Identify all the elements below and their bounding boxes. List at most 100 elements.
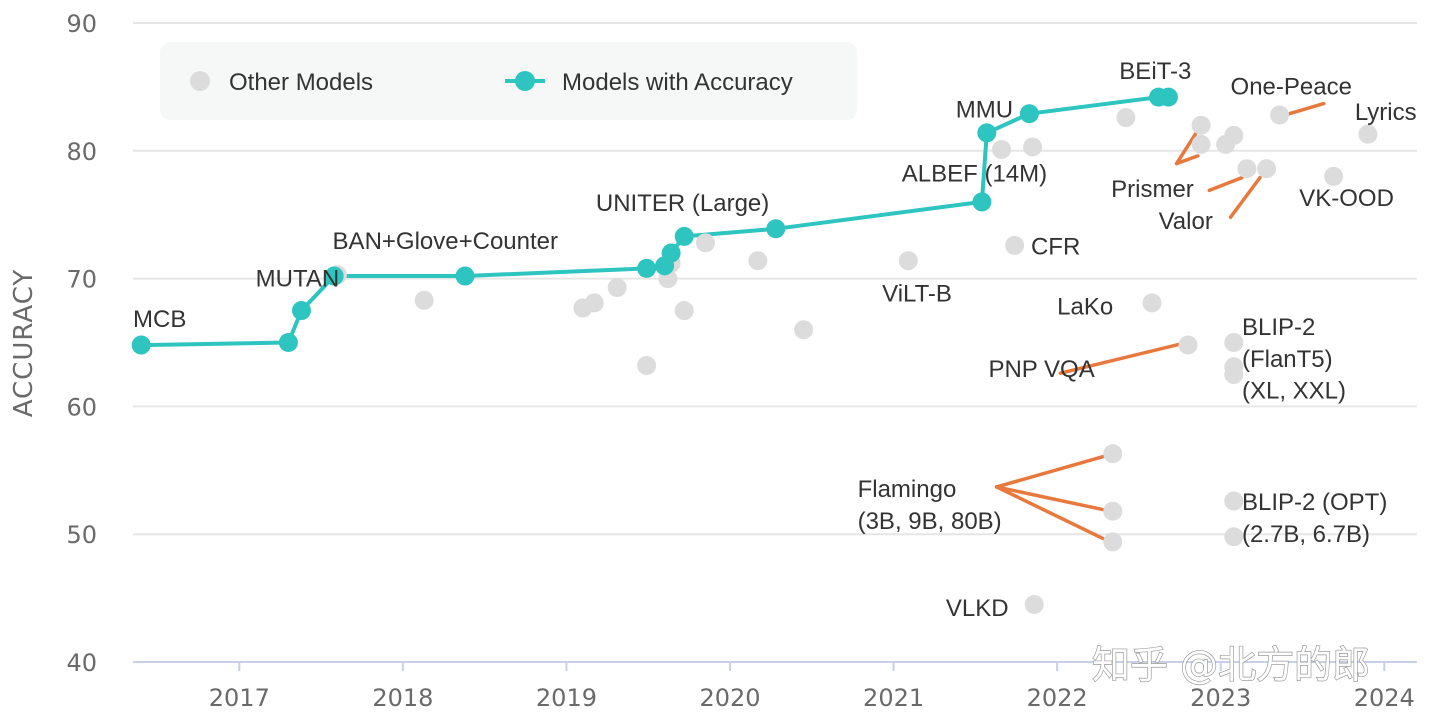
other-model-point — [1257, 159, 1277, 179]
other-model-point — [695, 233, 715, 253]
legend-label-other-models: Other Models — [229, 69, 373, 96]
other-model-point — [1270, 105, 1290, 125]
series-points — [131, 87, 1178, 355]
y-tick-label: 90 — [66, 10, 97, 38]
other-model-point — [898, 251, 918, 271]
accuracy-point — [766, 219, 786, 239]
model-label: MCB — [133, 306, 186, 333]
accuracy-point — [324, 266, 344, 286]
x-tick-label: 2022 — [1027, 684, 1088, 712]
other-model-point — [992, 140, 1012, 160]
model-label: LaKo — [1057, 293, 1113, 320]
model-label: PNP VQA — [988, 356, 1094, 383]
other-model-point — [1224, 491, 1244, 511]
model-label: (FlanT5) — [1242, 346, 1333, 373]
model-label: ALBEF (14M) — [902, 160, 1047, 187]
x-tick-label: 2018 — [372, 684, 433, 712]
axes: 40 50 60 70 80 90 2017 2018 2019 2020 2021 2022 2023… — [66, 10, 1417, 712]
leader-line — [1058, 342, 1184, 375]
model-label: CFR — [1031, 233, 1080, 260]
other-model-point — [414, 290, 434, 310]
y-tick-label: 50 — [66, 521, 97, 549]
accuracy-point — [972, 192, 992, 212]
other-model-point — [1142, 293, 1162, 313]
other-model-point — [1191, 115, 1211, 135]
legend-swatch-models-with-accuracy — [515, 71, 535, 91]
other-model-point — [1324, 166, 1344, 186]
leader-line — [994, 454, 1107, 489]
accuracy-point — [131, 335, 151, 355]
leader-line — [994, 485, 1107, 512]
other-model-point — [1116, 108, 1136, 128]
y-tick-label: 70 — [66, 266, 97, 294]
accuracy-point — [291, 301, 311, 321]
model-label: Valor — [1159, 208, 1213, 235]
model-label: One-Peace — [1231, 74, 1352, 101]
x-tick-label: 2024 — [1354, 684, 1415, 712]
other-model-point — [637, 356, 657, 376]
leader-line — [1228, 175, 1262, 220]
other-model-point — [1178, 335, 1198, 355]
model-label: BLIP-2 (OPT) — [1242, 489, 1387, 516]
leader-line — [994, 485, 1107, 542]
model-label: UNITER (Large) — [596, 190, 769, 217]
model-label: (2.7B, 6.7B) — [1242, 521, 1370, 548]
other-model-point — [1024, 594, 1044, 614]
other-model-point — [1191, 134, 1211, 154]
accuracy-point — [278, 333, 298, 352]
other-model-point — [1023, 137, 1043, 157]
other-model-point — [1224, 333, 1244, 352]
model-label: VLKD — [946, 595, 1009, 622]
leader-line — [1287, 101, 1326, 116]
leader-line — [1174, 154, 1200, 166]
x-tick-label: 2023 — [1190, 684, 1251, 712]
y-axis-label: ACCURACY — [9, 269, 39, 418]
accuracy-point — [1158, 87, 1178, 107]
x-tick-label: 2019 — [536, 684, 597, 712]
other-model-point — [1005, 235, 1025, 255]
model-label: ViLT-B — [882, 281, 952, 308]
model-label: BEiT-3 — [1119, 58, 1191, 85]
y-tick-label: 80 — [66, 138, 97, 166]
accuracy-point — [674, 226, 694, 246]
y-tick-label: 60 — [66, 393, 97, 421]
other-points — [327, 105, 1378, 614]
other-model-point — [748, 251, 768, 271]
model-label: MMU — [956, 97, 1013, 124]
model-label: BLIP-2 — [1242, 314, 1315, 341]
watermark: 知乎 @北方的郎 — [1092, 643, 1370, 687]
accuracy-point — [637, 258, 657, 278]
accuracy-point — [977, 123, 997, 143]
model-label: (3B, 9B, 80B) — [858, 508, 1002, 535]
x-tick-label: 2021 — [863, 684, 924, 712]
other-model-point — [794, 320, 814, 340]
model-label: Prismer — [1111, 176, 1194, 203]
accuracy-point — [661, 243, 681, 263]
model-label: VK-OOD — [1299, 185, 1394, 212]
other-model-point — [1103, 444, 1123, 464]
x-tick-label: 2017 — [209, 684, 270, 712]
leader-line — [1174, 128, 1200, 166]
other-model-point — [607, 278, 627, 298]
leader-line — [1207, 175, 1244, 193]
legend: Other Models Models with Accuracy — [160, 42, 857, 120]
other-model-point — [1224, 125, 1244, 145]
other-model-point — [1103, 501, 1123, 521]
x-tick-label: 2020 — [699, 684, 760, 712]
model-label: MUTAN — [256, 265, 340, 292]
other-model-point — [584, 293, 604, 313]
other-model-point — [1237, 159, 1257, 179]
accuracy-point — [455, 266, 475, 286]
model-label: (XL, XXL) — [1242, 378, 1346, 405]
leader-lines — [994, 101, 1326, 542]
other-model-point — [1224, 364, 1244, 384]
accuracy-point — [1019, 104, 1039, 124]
model-label: Lyrics — [1355, 99, 1417, 126]
other-model-point — [1224, 527, 1244, 547]
legend-swatch-other-models — [190, 71, 210, 91]
other-model-point — [1358, 124, 1378, 144]
y-tick-label: 40 — [66, 649, 97, 677]
other-model-point — [1103, 532, 1123, 552]
model-label: Flamingo — [858, 476, 957, 503]
